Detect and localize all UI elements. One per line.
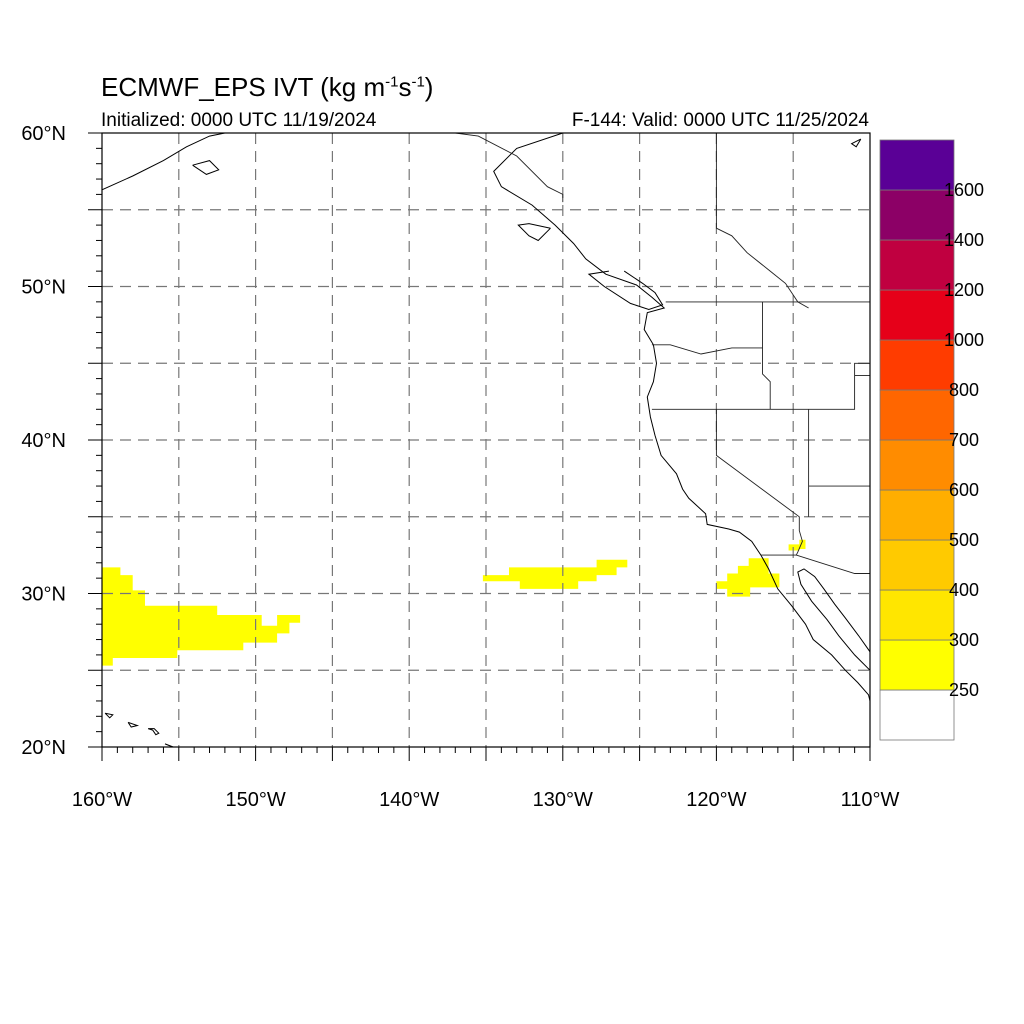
- coastline: [102, 133, 225, 191]
- valid-time-subtitle: F-144: Valid: 0000 UTC 11/25/2024: [571, 110, 869, 131]
- chart-title: ECMWF_EPS IVT (kg m-1s-1): [101, 72, 433, 103]
- lon-label: 150°W: [225, 789, 285, 811]
- colorbar-label: 500: [949, 530, 979, 550]
- border-line: [651, 344, 763, 355]
- colorbar-label: 700: [949, 430, 979, 450]
- coastline: [147, 728, 160, 736]
- lat-label: 50°N: [21, 277, 66, 299]
- lon-label: 160°W: [72, 789, 132, 811]
- border-line: [651, 362, 870, 410]
- colorbar-bin: [879, 189, 955, 241]
- title-mid: s: [398, 72, 412, 102]
- coastline: [104, 712, 114, 719]
- title-exp1: -1: [385, 73, 399, 91]
- colorbar-label: 1000: [944, 330, 984, 350]
- colorbar-bin: [879, 489, 955, 541]
- lon-label: 120°W: [686, 789, 746, 811]
- colorbar-bin: [879, 289, 955, 341]
- border-line: [455, 133, 564, 203]
- colorbar-label: 300: [949, 630, 979, 650]
- colorbar-label: 600: [949, 480, 979, 500]
- lon-label: 140°W: [379, 789, 439, 811]
- ivt-region-2: [482, 559, 628, 589]
- coastline: [587, 270, 664, 311]
- lat-label: 20°N: [21, 737, 66, 759]
- colorbar-label: 800: [949, 380, 979, 400]
- colorbar-bin: [879, 239, 955, 291]
- graticule: [102, 133, 870, 747]
- border-line: [715, 133, 809, 309]
- colorbar-bin: [879, 589, 955, 641]
- lon-label: 130°W: [533, 789, 593, 811]
- colorbar-bin: [879, 539, 955, 591]
- coastline: [192, 160, 220, 175]
- coastline: [493, 133, 870, 702]
- colorbar-bin: [879, 689, 955, 741]
- lat-label: 40°N: [21, 430, 66, 452]
- coastlines: [102, 133, 870, 747]
- colorbar-bin: [879, 389, 955, 441]
- ivt-region-1: [102, 567, 301, 666]
- colorbar: 250 300 400 500 600 700 800 1000 1200 1400 1600: [879, 139, 984, 741]
- colorbar-bin: [879, 439, 955, 491]
- axis-labels: 60°N 50°N 40°N 30°N 20°N 160°W 150°W 140°W 130°W…: [21, 123, 899, 811]
- colorbar-bin: [879, 639, 955, 691]
- coastline: [850, 138, 862, 148]
- coastline: [517, 223, 551, 242]
- border-line: [715, 409, 803, 556]
- axis-ticks: [88, 132, 871, 761]
- initialized-subtitle: Initialized: 0000 UTC 11/19/2024: [101, 110, 377, 131]
- coastline: [164, 743, 175, 747]
- colorbar-label: 1200: [944, 280, 984, 300]
- ivt-region-4: [788, 539, 806, 551]
- coastline: [127, 721, 140, 728]
- colorbar-label: 250: [949, 680, 979, 700]
- political-borders: [455, 133, 870, 574]
- lat-label: 30°N: [21, 584, 66, 606]
- border-line: [762, 301, 771, 410]
- title-exp2: -1: [411, 73, 425, 91]
- lat-label: 60°N: [21, 123, 66, 145]
- title-close: ): [424, 72, 434, 102]
- border-line: [760, 554, 870, 574]
- colorbar-label: 1400: [944, 230, 984, 250]
- ivt-fill-layer: [102, 539, 806, 666]
- colorbar-label: 1600: [944, 180, 984, 200]
- ivt-region-3: [716, 558, 780, 597]
- colorbar-label: 400: [949, 580, 979, 600]
- colorbar-bin: [879, 139, 955, 191]
- lon-label: 110°W: [841, 789, 900, 811]
- coastline: [797, 568, 870, 671]
- colorbar-bin: [879, 339, 955, 391]
- title-main: ECMWF_EPS IVT (kg m: [101, 72, 386, 102]
